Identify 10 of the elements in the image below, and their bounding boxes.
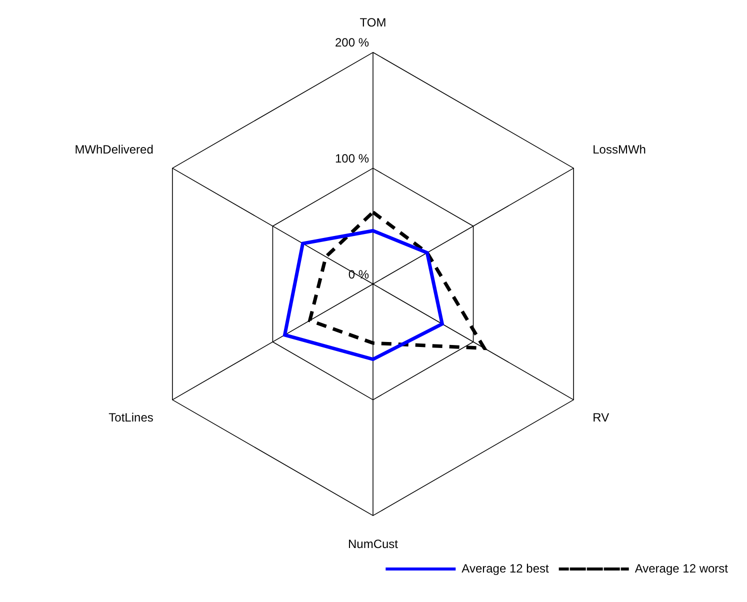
y-tick-label: 200 %: [334, 36, 370, 50]
spoke-label: TOM: [360, 16, 386, 30]
spoke-label: RV: [592, 410, 610, 424]
spoke-label: TotLines: [108, 410, 154, 424]
text: Average 12 worst: [634, 561, 729, 576]
spoke-label: MWhDelivered: [74, 142, 154, 156]
spoke-label: NumCust: [348, 537, 399, 552]
spoke-label: LossMWh: [592, 142, 646, 156]
y-tick-label: 100 %: [334, 152, 370, 166]
text: Average 12 best: [462, 561, 550, 576]
